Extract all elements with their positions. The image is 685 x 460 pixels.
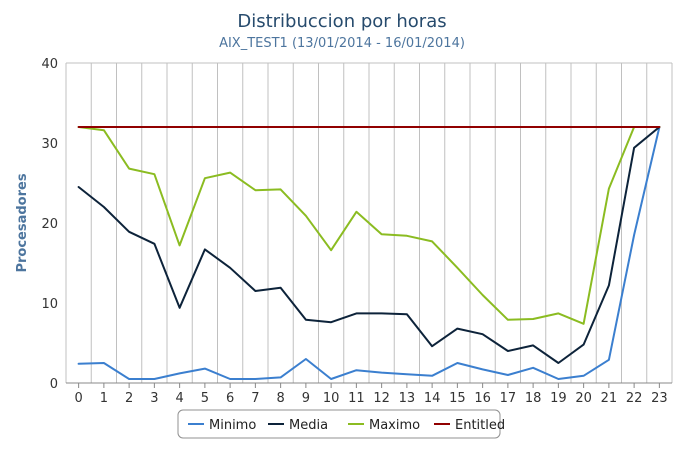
x-tick-label: 15 — [449, 391, 466, 406]
legend-box — [177, 409, 501, 439]
x-tick-label: 3 — [150, 391, 158, 406]
x-tick-label: 16 — [474, 391, 491, 406]
x-tick-label: 11 — [348, 391, 365, 406]
legend-item-minimo[interactable]: Minimo — [209, 418, 256, 433]
y-tick-label: 10 — [41, 297, 58, 312]
x-tick-label: 0 — [74, 391, 82, 406]
x-tick-label: 20 — [575, 391, 592, 406]
y-tick-label: 40 — [41, 57, 58, 72]
chart-title: Distribuccion por horas — [237, 11, 446, 32]
x-tick-label: 21 — [601, 391, 618, 406]
y-tick-label: 20 — [41, 217, 58, 232]
x-tick-label: 1 — [100, 391, 108, 406]
x-tick-label: 23 — [651, 391, 668, 406]
y-axis-label: Procesadores — [15, 173, 30, 272]
x-tick-label: 12 — [373, 391, 390, 406]
x-tick-label: 2 — [125, 391, 133, 406]
x-tick-label: 17 — [500, 391, 517, 406]
x-tick-label: 6 — [226, 391, 234, 406]
legend-item-maximo[interactable]: Maximo — [369, 418, 420, 433]
series-line-maximo — [77, 126, 661, 325]
x-tick-label: 8 — [276, 391, 284, 406]
x-tick-label: 19 — [550, 391, 567, 406]
x-tick-label: 14 — [424, 391, 441, 406]
x-tick-label: 10 — [323, 391, 340, 406]
x-tick-label: 5 — [201, 391, 209, 406]
x-tick-label: 13 — [399, 391, 416, 406]
legend[interactable]: Minimo Media Maximo Entitled — [177, 409, 505, 439]
legend-item-entitled[interactable]: Entitled — [455, 418, 505, 433]
chart-subtitle: AIX_TEST1 (13/01/2014 - 16/01/2014) — [219, 36, 465, 51]
x-tick-label: 4 — [175, 391, 183, 406]
series-lines — [77, 126, 661, 380]
x-tick-label: 9 — [302, 391, 310, 406]
series-line-minimo — [77, 126, 661, 380]
y-tick-label: 0 — [50, 377, 58, 392]
x-tick-label: 18 — [525, 391, 542, 406]
x-tick-label: 7 — [251, 391, 259, 406]
legend-item-media[interactable]: Media — [289, 418, 328, 433]
series-line-media — [77, 126, 661, 364]
y-tick-label: 30 — [41, 137, 58, 152]
x-tick-label: 22 — [626, 391, 643, 406]
